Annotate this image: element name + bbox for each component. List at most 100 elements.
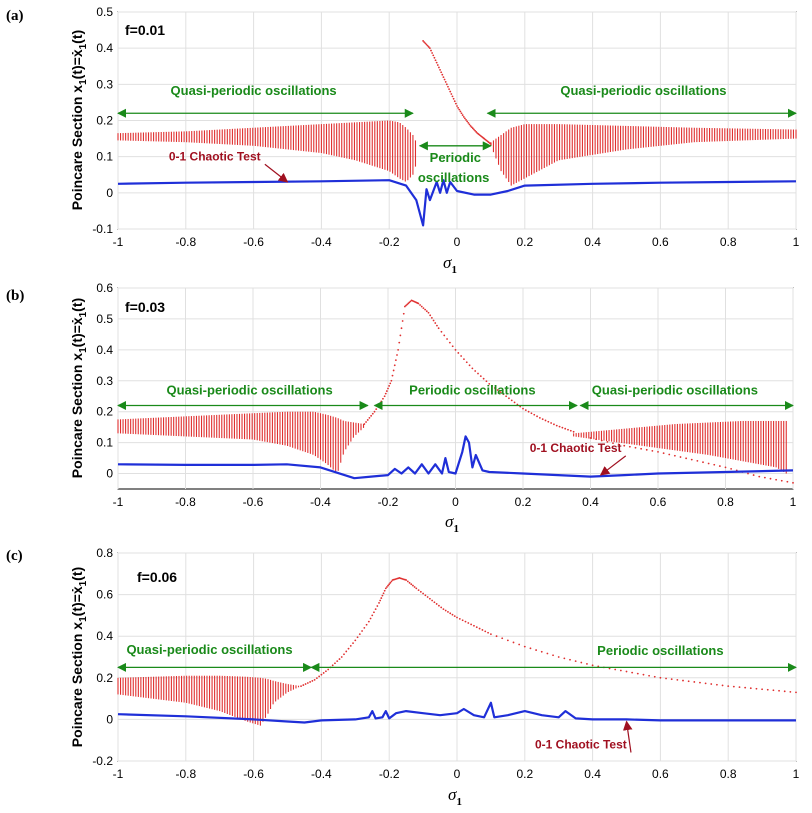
poincare-point: [670, 678, 673, 681]
poincare-point: [397, 348, 400, 351]
poincare-point: [438, 66, 440, 69]
x-tick-label: 0.8: [720, 767, 737, 781]
poincare-point: [493, 387, 496, 389]
panel-a-x-axis-label: σ1: [443, 253, 457, 276]
poincare-point: [426, 596, 429, 598]
poincare-point: [552, 654, 554, 657]
poincare-point: [529, 647, 532, 650]
panel-a: (a) Quasi-periodic oscillations Quasi-per…: [6, 5, 800, 276]
poincare-point: [436, 64, 439, 66]
poincare-point: [699, 681, 701, 684]
poincare-point: [755, 687, 758, 690]
panel-c: (c) Quasi-periodic oscillations Periodic …: [6, 546, 800, 808]
poincare-point: [623, 444, 626, 447]
poincare-point: [433, 56, 436, 59]
panel-c-y-axis-label: Poincare Section x1(t)=ẋ1(t): [69, 567, 89, 747]
poincare-point: [471, 367, 474, 370]
x-tick-label: 0.6: [650, 495, 667, 509]
panel-b: (b) Quasi-periodic oscillations Periodic …: [6, 281, 797, 535]
poincare-point: [465, 361, 468, 364]
poincare-point: [555, 424, 558, 427]
poincare-point: [454, 102, 457, 105]
poincare-point: [645, 448, 648, 451]
poincare-point: [561, 426, 564, 429]
poincare-point: [470, 623, 473, 626]
poincare-point: [378, 602, 380, 604]
poincare-point: [354, 639, 357, 642]
poincare-point: [463, 358, 465, 361]
poincare-point: [380, 400, 383, 403]
poincare-point: [456, 616, 458, 619]
poincare-point: [432, 319, 435, 322]
poincare-point: [533, 413, 536, 416]
poincare-point: [501, 637, 504, 640]
poincare-point: [378, 403, 381, 405]
y-tick-label: 0.5: [96, 312, 113, 326]
panel-a-tag: (a): [6, 8, 24, 24]
poincare-point: [384, 392, 387, 395]
periodic-dots: [589, 437, 794, 484]
poincare-point: [415, 587, 418, 590]
poincare-point: [512, 641, 515, 644]
poincare-point: [496, 389, 499, 391]
x-tick-label: 0: [454, 235, 461, 249]
poincare-point: [738, 686, 741, 689]
poincare-point: [366, 419, 369, 421]
poincare-point: [444, 609, 447, 612]
y-tick-label: 0.1: [96, 150, 113, 164]
poincare-point: [789, 690, 792, 693]
x-tick-label: 0.8: [717, 495, 734, 509]
poincare-point: [427, 46, 430, 48]
poincare-point: [422, 307, 425, 309]
poincare-point: [467, 122, 470, 124]
poincare-point: [331, 664, 334, 667]
x-axis-symbol: σ: [443, 253, 452, 272]
poincare-point: [485, 380, 488, 383]
panel-b-yticks: 0 0.1 0.2 0.3 0.4 0.5 0.6: [96, 281, 113, 481]
poincare-point: [558, 425, 561, 428]
poincare-point: [665, 677, 667, 680]
chaos-test-arrow: [264, 163, 289, 183]
poincare-point: [438, 604, 440, 607]
poincare-point: [318, 675, 321, 678]
x-tick-label: 0.2: [516, 767, 533, 781]
poincare-point: [617, 443, 620, 446]
poincare-point: [431, 599, 434, 602]
poincare-point: [336, 660, 339, 663]
x-tick-label: -0.4: [311, 235, 332, 249]
poincare-point: [538, 416, 541, 419]
poincare-point: [744, 686, 747, 689]
y-tick-label: 0.3: [96, 77, 113, 91]
x-tick-label: 0.6: [652, 235, 669, 249]
poincare-point: [334, 662, 336, 665]
poincare-point: [356, 636, 359, 639]
poincare-point: [716, 683, 718, 686]
poincare-point: [679, 456, 682, 458]
x-tick-label: 0.4: [584, 235, 601, 249]
poincare-point: [535, 649, 537, 651]
panel-c-data: Quasi-periodic oscillations Periodic osci…: [117, 577, 797, 753]
poincare-point: [508, 397, 510, 400]
poincare-point: [398, 341, 401, 344]
poincare-point: [443, 334, 446, 337]
poincare-point: [606, 440, 609, 443]
poincare-point: [732, 685, 735, 688]
poincare-point: [474, 129, 476, 132]
x-tick-label: -1: [113, 495, 124, 509]
poincare-point: [702, 461, 704, 464]
poincare-point: [730, 468, 733, 470]
chaos-test-line: [117, 179, 797, 227]
poincare-point: [673, 454, 676, 457]
poincare-point: [657, 450, 659, 453]
poincare-point: [491, 385, 493, 387]
poincare-point: [464, 620, 467, 623]
poincare-point: [394, 359, 397, 362]
poincare-point: [459, 110, 462, 113]
poincare-point: [431, 52, 434, 54]
poincare-point: [557, 656, 560, 658]
poincare-point: [417, 589, 420, 591]
poincare-point: [382, 397, 384, 400]
x-tick-label: 0.4: [582, 495, 599, 509]
periodic-dots: [422, 40, 492, 145]
poincare-point: [628, 445, 631, 448]
